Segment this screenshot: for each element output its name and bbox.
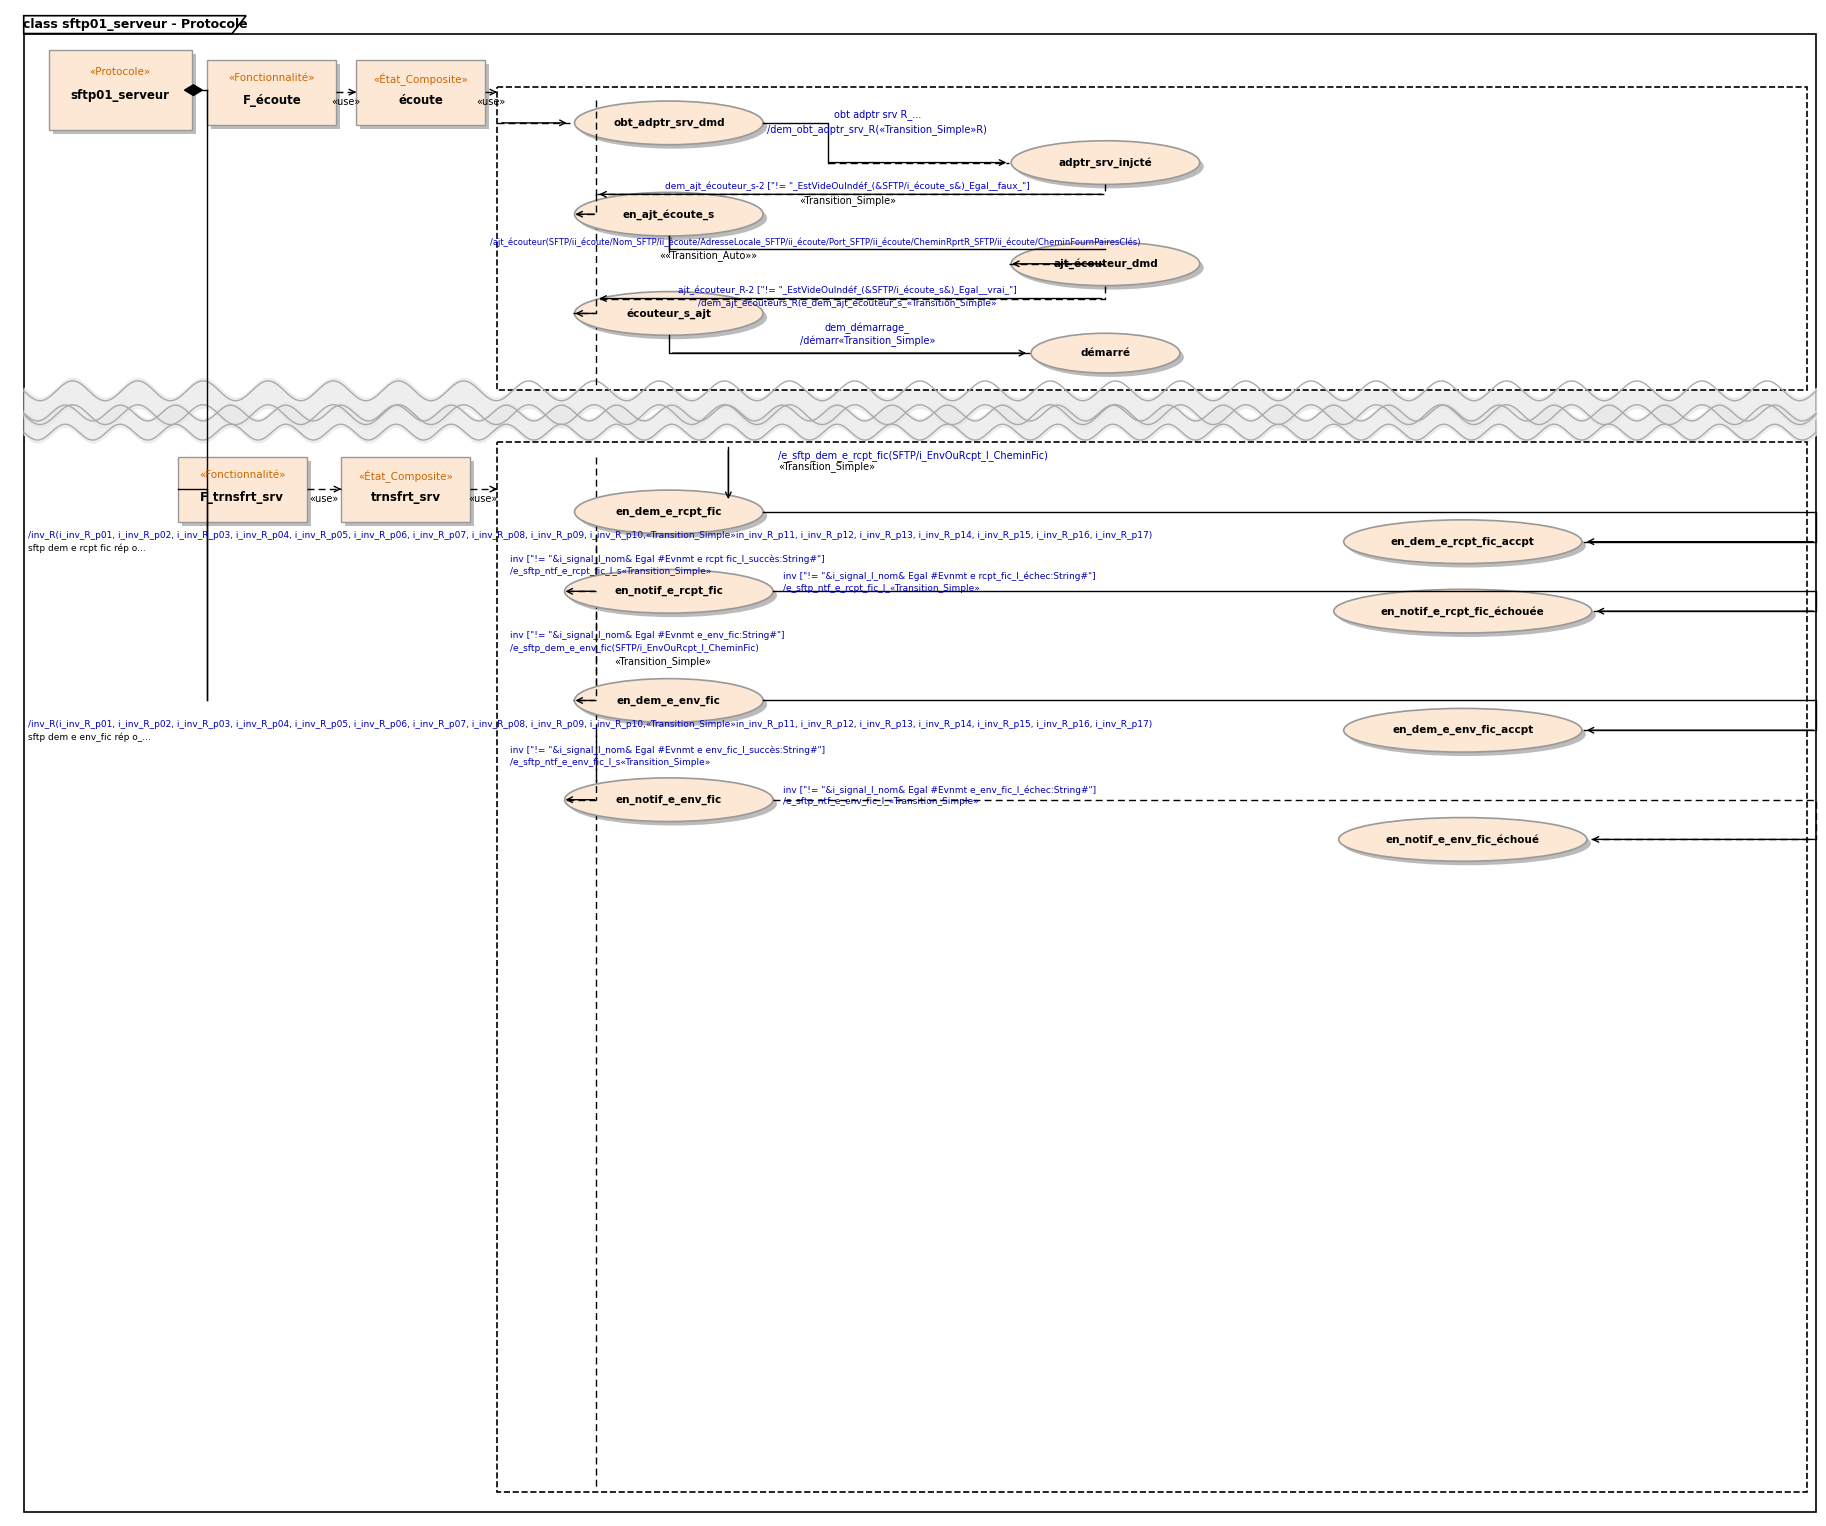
Ellipse shape (564, 778, 772, 821)
Text: /e_sftp_ntf_e_rcpt_fic_l_s«Transition_Simple»: /e_sftp_ntf_e_rcpt_fic_l_s«Transition_Si… (509, 568, 712, 575)
Text: /e_sftp_ntf_e_env_fic_l_«Transition_Simple»: /e_sftp_ntf_e_env_fic_l_«Transition_Simp… (783, 797, 979, 806)
Text: obt_adptr_srv_dmd: obt_adptr_srv_dmd (614, 118, 725, 128)
Ellipse shape (575, 679, 763, 722)
Ellipse shape (564, 569, 772, 613)
Ellipse shape (1348, 523, 1585, 568)
Bar (177, 458, 307, 522)
Bar (345, 461, 475, 526)
Text: «Transition_Simple»: «Transition_Simple» (800, 195, 897, 206)
Text: inv ["!= "&i_signal_l_nom& Egal #Evnmt e env_fic_l_succès:String#"]: inv ["!= "&i_signal_l_nom& Egal #Evnmt e… (509, 745, 825, 755)
Bar (497, 443, 1808, 1492)
Ellipse shape (1338, 818, 1587, 861)
Ellipse shape (1348, 713, 1585, 755)
Text: /e_sftp_ntf_e_rcpt_fic_l_«Transition_Simple»: /e_sftp_ntf_e_rcpt_fic_l_«Transition_Sim… (783, 584, 981, 592)
Ellipse shape (1344, 520, 1581, 563)
Text: «use»: «use» (309, 494, 338, 504)
Ellipse shape (1012, 140, 1200, 185)
Ellipse shape (579, 296, 767, 339)
Text: en_dem_e_env_fic: en_dem_e_env_fic (617, 696, 721, 705)
Text: inv ["!= "&i_signal_l_nom& Egal #Evnmt e rcpt_fic_l_échec:String#"]: inv ["!= "&i_signal_l_nom& Egal #Evnmt e… (783, 572, 1096, 581)
Text: en_notif_e_rcpt_fic_échouée: en_notif_e_rcpt_fic_échouée (1380, 606, 1545, 617)
Text: «Fonctionnalité»: «Fonctionnalité» (228, 73, 316, 84)
Ellipse shape (1342, 821, 1590, 865)
Text: F_écoute: F_écoute (243, 93, 301, 107)
Text: /e_sftp_dem_e_env_fic(SFTP/i_EnvOuRcpt_l_CheminFic): /e_sftp_dem_e_env_fic(SFTP/i_EnvOuRcpt_l… (509, 644, 760, 653)
Text: ajt_écouteur_R-2 ["!= "_EstVideOuIndéf_(&SFTP/i_écoute_s&)_Egal__vrai_"]: ajt_écouteur_R-2 ["!= "_EstVideOuIndéf_(… (677, 285, 1017, 296)
Ellipse shape (579, 494, 767, 537)
Text: sftp dem e env_fic rép o_...: sftp dem e env_fic rép o_... (27, 732, 150, 742)
Text: /dem_obt_adptr_srv_R(«Transition_Simple»R): /dem_obt_adptr_srv_R(«Transition_Simple»… (767, 125, 988, 136)
Ellipse shape (579, 682, 767, 726)
Text: trnsfrt_srv: trnsfrt_srv (371, 490, 440, 504)
Bar (208, 61, 336, 125)
Text: /dem_ajt_écouteurs_R(e_dem_ajt_écouteur_s_«Transition_Simple»: /dem_ajt_écouteurs_R(e_dem_ajt_écouteur_… (698, 299, 997, 308)
Text: sftp dem e rcpt fic rép o...: sftp dem e rcpt fic rép o... (27, 543, 146, 554)
Text: ajt_écouteur_dmd: ajt_écouteur_dmd (1054, 258, 1158, 269)
Text: /inv_R(i_inv_R_p01, i_inv_R_p02, i_inv_R_p03, i_inv_R_p04, i_inv_R_p05, i_inv_R_: /inv_R(i_inv_R_p01, i_inv_R_p02, i_inv_R… (27, 720, 1152, 729)
Ellipse shape (1035, 337, 1183, 377)
Text: obt adptr srv R_...: obt adptr srv R_... (834, 110, 920, 121)
Text: écouteur_s_ajt: écouteur_s_ajt (626, 308, 712, 319)
Text: «Transition_Simple»: «Transition_Simple» (778, 461, 875, 472)
Text: /inv_R(i_inv_R_p01, i_inv_R_p02, i_inv_R_p03, i_inv_R_p04, i_inv_R_p05, i_inv_R_: /inv_R(i_inv_R_p01, i_inv_R_p02, i_inv_R… (27, 531, 1152, 540)
Text: en_dem_e_rcpt_fic_accpt: en_dem_e_rcpt_fic_accpt (1391, 537, 1534, 546)
Ellipse shape (1032, 333, 1180, 372)
Ellipse shape (579, 105, 767, 148)
Text: class sftp01_serveur - Protocole: class sftp01_serveur - Protocole (22, 18, 247, 31)
Text: en_ajt_écoute_s: en_ajt_écoute_s (623, 209, 716, 220)
Ellipse shape (1338, 594, 1596, 636)
Text: en_notif_e_env_fic: en_notif_e_env_fic (615, 795, 721, 804)
Text: inv ["!= "&i_signal_l_nom& Egal #Evnmt e_env_fic_l_échec:String#"]: inv ["!= "&i_signal_l_nom& Egal #Evnmt e… (783, 784, 1096, 795)
Ellipse shape (575, 490, 763, 534)
Text: inv ["!= "&i_signal_l_nom& Egal #Evnmt e rcpt fic_l_succès:String#"]: inv ["!= "&i_signal_l_nom& Egal #Evnmt e… (509, 555, 825, 565)
Bar (49, 50, 192, 130)
Bar (497, 87, 1808, 389)
Text: /démarr«Transition_Simple»: /démarr«Transition_Simple» (800, 336, 935, 346)
Ellipse shape (1012, 243, 1200, 285)
Text: «use»: «use» (469, 494, 498, 504)
Polygon shape (184, 85, 203, 96)
Ellipse shape (1344, 708, 1581, 752)
Bar (212, 64, 340, 128)
Text: sftp01_serveur: sftp01_serveur (71, 89, 170, 102)
Text: en_dem_e_env_fic_accpt: en_dem_e_env_fic_accpt (1391, 725, 1534, 736)
Text: «État_Composite»: «État_Composite» (373, 72, 467, 84)
Text: «Fonctionnalité»: «Fonctionnalité» (199, 470, 285, 481)
Text: écoute: écoute (398, 93, 444, 107)
Bar (341, 458, 471, 522)
Text: /e_sftp_dem_e_rcpt_fic(SFTP/i_EnvOuRcpt_l_CheminFic): /e_sftp_dem_e_rcpt_fic(SFTP/i_EnvOuRcpt_… (778, 450, 1048, 461)
Ellipse shape (575, 101, 763, 145)
Ellipse shape (1333, 589, 1592, 633)
Bar (360, 64, 489, 128)
Ellipse shape (1015, 246, 1203, 290)
Text: «État_Composite»: «État_Composite» (358, 468, 453, 482)
Polygon shape (24, 15, 247, 34)
Ellipse shape (568, 574, 778, 617)
Text: en_notif_e_env_fic_échoué: en_notif_e_env_fic_échoué (1386, 835, 1539, 845)
Text: adptr_srv_injcté: adptr_srv_injcté (1059, 157, 1152, 168)
Text: F_trnsfrt_srv: F_trnsfrt_srv (201, 490, 285, 504)
Bar (356, 61, 486, 125)
Bar (53, 55, 197, 134)
Text: en_notif_e_rcpt_fic: en_notif_e_rcpt_fic (614, 586, 723, 597)
Ellipse shape (568, 781, 778, 826)
Ellipse shape (1015, 145, 1203, 188)
Text: en_dem_e_rcpt_fic: en_dem_e_rcpt_fic (615, 507, 721, 517)
Text: «use»: «use» (332, 98, 362, 107)
Text: démarré: démarré (1081, 348, 1130, 359)
Text: /ajt_écouteur(SFTP/ii_écoute/Nom_SFTP/ii_écoute/AdresseLocale_SFTP/ii_écoute/Por: /ajt_écouteur(SFTP/ii_écoute/Nom_SFTP/ii… (489, 237, 1141, 247)
Text: ««Transition_Auto»»: ««Transition_Auto»» (659, 250, 758, 261)
Bar (181, 461, 310, 526)
Text: inv ["!= "&i_signal_l_nom& Egal #Evnmt e_env_fic:String#"]: inv ["!= "&i_signal_l_nom& Egal #Evnmt e… (509, 632, 785, 641)
Text: /e_sftp_ntf_e_env_fic_l_s«Transition_Simple»: /e_sftp_ntf_e_env_fic_l_s«Transition_Sim… (509, 757, 710, 766)
Ellipse shape (579, 197, 767, 240)
Ellipse shape (575, 192, 763, 237)
Text: «Protocole»: «Protocole» (89, 67, 150, 78)
Text: dem_démarrage_: dem_démarrage_ (825, 322, 909, 334)
Ellipse shape (575, 291, 763, 336)
Text: «use»: «use» (477, 98, 506, 107)
Text: «Transition_Simple»: «Transition_Simple» (614, 656, 712, 667)
Text: dem_ajt_écouteur_s-2 ["!= "_EstVideOuIndéf_(&SFTP/i_écoute_s&)_Egal__faux_"]: dem_ajt_écouteur_s-2 ["!= "_EstVideOuInd… (665, 182, 1030, 191)
